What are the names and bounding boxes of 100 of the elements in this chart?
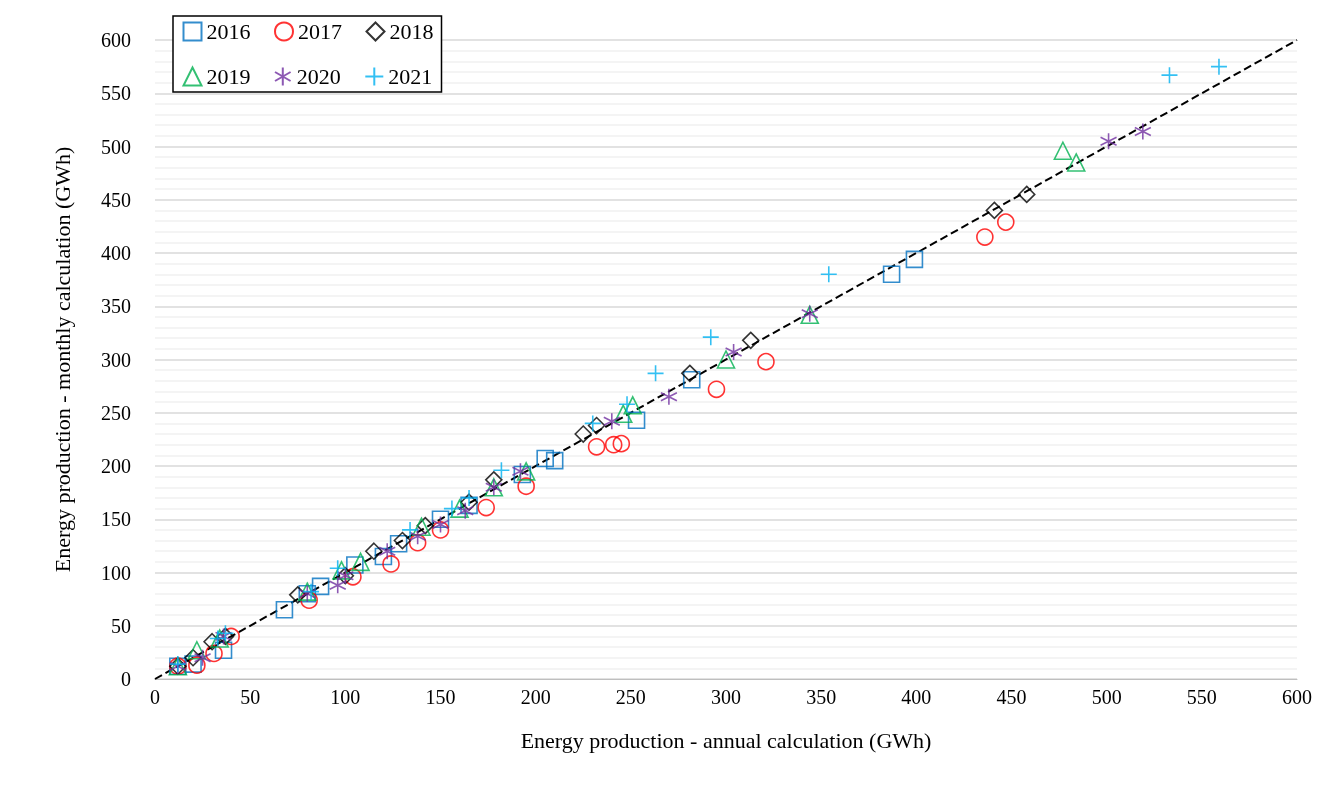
point bbox=[707, 380, 726, 399]
x-tick-label: 100 bbox=[330, 686, 361, 708]
legend-label: 2021 bbox=[388, 64, 433, 89]
point bbox=[408, 527, 427, 546]
x-tick-label: 450 bbox=[996, 686, 1027, 708]
point bbox=[1210, 57, 1228, 76]
point bbox=[443, 499, 461, 518]
y-tick-label: 150 bbox=[101, 508, 131, 531]
point bbox=[332, 561, 351, 580]
y-tick-label: 0 bbox=[121, 668, 131, 690]
point bbox=[819, 265, 838, 284]
point bbox=[456, 501, 475, 520]
point bbox=[275, 600, 294, 619]
point bbox=[587, 438, 606, 456]
point bbox=[460, 489, 478, 507]
y-tick-label: 200 bbox=[101, 455, 131, 477]
point bbox=[412, 517, 431, 537]
point bbox=[311, 577, 330, 596]
x-tick-label: 500 bbox=[1091, 686, 1122, 708]
x-tick-label: 250 bbox=[615, 686, 646, 708]
point bbox=[603, 412, 621, 431]
x-axis-title: Energy production - annual calculation (GWh) bbox=[520, 727, 932, 753]
legend-label: 2017 bbox=[298, 19, 342, 44]
point bbox=[1160, 66, 1179, 84]
x-tick-label: 50 bbox=[240, 686, 261, 708]
point bbox=[351, 552, 370, 572]
point bbox=[1134, 122, 1152, 141]
point bbox=[618, 395, 636, 414]
point bbox=[1053, 141, 1073, 161]
point bbox=[517, 477, 535, 496]
x-tick-label: 300 bbox=[711, 686, 741, 708]
x-tick-label: 550 bbox=[1186, 686, 1217, 708]
point bbox=[716, 350, 736, 369]
point bbox=[401, 521, 419, 539]
point bbox=[382, 555, 400, 573]
y-tick-label: 400 bbox=[101, 242, 131, 264]
point bbox=[416, 516, 435, 535]
point bbox=[193, 648, 212, 667]
x-tick-label: 150 bbox=[425, 686, 456, 708]
point bbox=[205, 644, 223, 663]
x-tick-label: 600 bbox=[1282, 686, 1312, 708]
point bbox=[187, 640, 207, 660]
point bbox=[328, 576, 347, 595]
point bbox=[997, 213, 1015, 231]
legend-label: 2019 bbox=[206, 64, 251, 89]
point bbox=[604, 435, 623, 454]
point bbox=[985, 201, 1004, 220]
y-tick-label: 350 bbox=[101, 295, 131, 318]
point bbox=[682, 370, 701, 389]
point bbox=[536, 449, 554, 468]
legend-label: 2016 bbox=[206, 19, 251, 44]
point bbox=[613, 404, 633, 424]
point bbox=[757, 352, 775, 371]
point bbox=[389, 534, 408, 553]
point bbox=[623, 396, 643, 415]
point bbox=[976, 228, 994, 246]
point bbox=[184, 655, 202, 673]
x-tick-label: 200 bbox=[520, 686, 551, 708]
point bbox=[450, 499, 469, 518]
point bbox=[701, 328, 720, 346]
point bbox=[408, 533, 427, 552]
point bbox=[374, 547, 393, 566]
y-tick-label: 100 bbox=[101, 561, 131, 584]
point bbox=[214, 641, 233, 660]
point bbox=[660, 387, 678, 406]
point bbox=[288, 586, 307, 604]
x-tick-label: 0 bbox=[150, 686, 160, 708]
point bbox=[741, 331, 760, 350]
point bbox=[1066, 153, 1086, 172]
point bbox=[587, 416, 606, 435]
point bbox=[302, 582, 320, 601]
point bbox=[583, 414, 602, 433]
y-tick-label: 250 bbox=[101, 401, 131, 424]
point bbox=[492, 461, 511, 480]
point bbox=[681, 364, 699, 383]
point bbox=[203, 632, 221, 651]
point bbox=[905, 250, 924, 269]
y-tick-label: 50 bbox=[111, 614, 131, 637]
y-tick-label: 600 bbox=[101, 29, 131, 51]
point bbox=[882, 265, 901, 284]
y-tick-label: 500 bbox=[101, 135, 131, 158]
point bbox=[1017, 185, 1036, 204]
legend-label: 2018 bbox=[389, 19, 434, 44]
point bbox=[516, 462, 536, 481]
point bbox=[344, 567, 362, 586]
point bbox=[484, 471, 503, 489]
point bbox=[328, 559, 347, 578]
point bbox=[393, 531, 412, 550]
point bbox=[545, 451, 564, 470]
y-axis-title: Energy production - monthly calculation (GWh) bbox=[49, 146, 75, 573]
y-tick-label: 300 bbox=[101, 348, 131, 371]
point bbox=[1099, 132, 1118, 150]
point bbox=[646, 364, 665, 383]
point bbox=[346, 556, 364, 574]
point bbox=[378, 542, 397, 560]
point bbox=[431, 510, 450, 529]
point bbox=[188, 656, 206, 674]
point bbox=[477, 498, 495, 517]
y-tick-label: 550 bbox=[101, 82, 131, 105]
point bbox=[431, 515, 450, 534]
